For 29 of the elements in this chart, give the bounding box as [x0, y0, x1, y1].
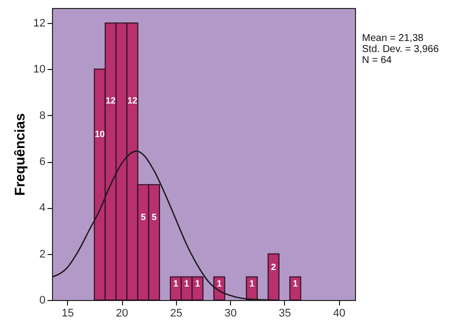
- x-tick-label: 25: [170, 308, 182, 320]
- x-tick-label: 15: [62, 308, 74, 320]
- y-tick-label: 12: [33, 18, 46, 30]
- data-label: 1: [292, 278, 298, 288]
- data-label: 5: [152, 212, 157, 222]
- x-tick-label: 35: [278, 308, 292, 320]
- data-label: 1: [173, 278, 178, 288]
- y-tick-label: 0: [39, 294, 46, 306]
- x-tick-label: 40: [333, 308, 346, 320]
- data-label: 1: [216, 278, 222, 288]
- y-tick-label: 4: [39, 202, 46, 214]
- x-tick-label: 20: [116, 308, 128, 320]
- y-tick-label: 6: [39, 156, 46, 168]
- data-label: 12: [127, 96, 138, 106]
- y-tick-label: 10: [33, 64, 46, 76]
- data-label: 1: [249, 278, 254, 288]
- y-axis-title: Frequências: [11, 113, 28, 196]
- y-tick-label: 8: [39, 110, 46, 122]
- x-tick-label: 30: [224, 308, 237, 320]
- text: N = 64: [362, 55, 393, 66]
- data-label: 5: [140, 212, 146, 222]
- data-label: 10: [94, 128, 105, 139]
- data-label: 12: [106, 96, 116, 106]
- data-label: 2: [271, 262, 276, 272]
- text: Std. Dev. = 3,966: [362, 44, 439, 55]
- y-tick-label: 2: [39, 248, 46, 260]
- text: Mean = 21,38: [362, 33, 424, 44]
- data-label: 1: [195, 278, 200, 288]
- data-label: 1: [184, 278, 190, 288]
